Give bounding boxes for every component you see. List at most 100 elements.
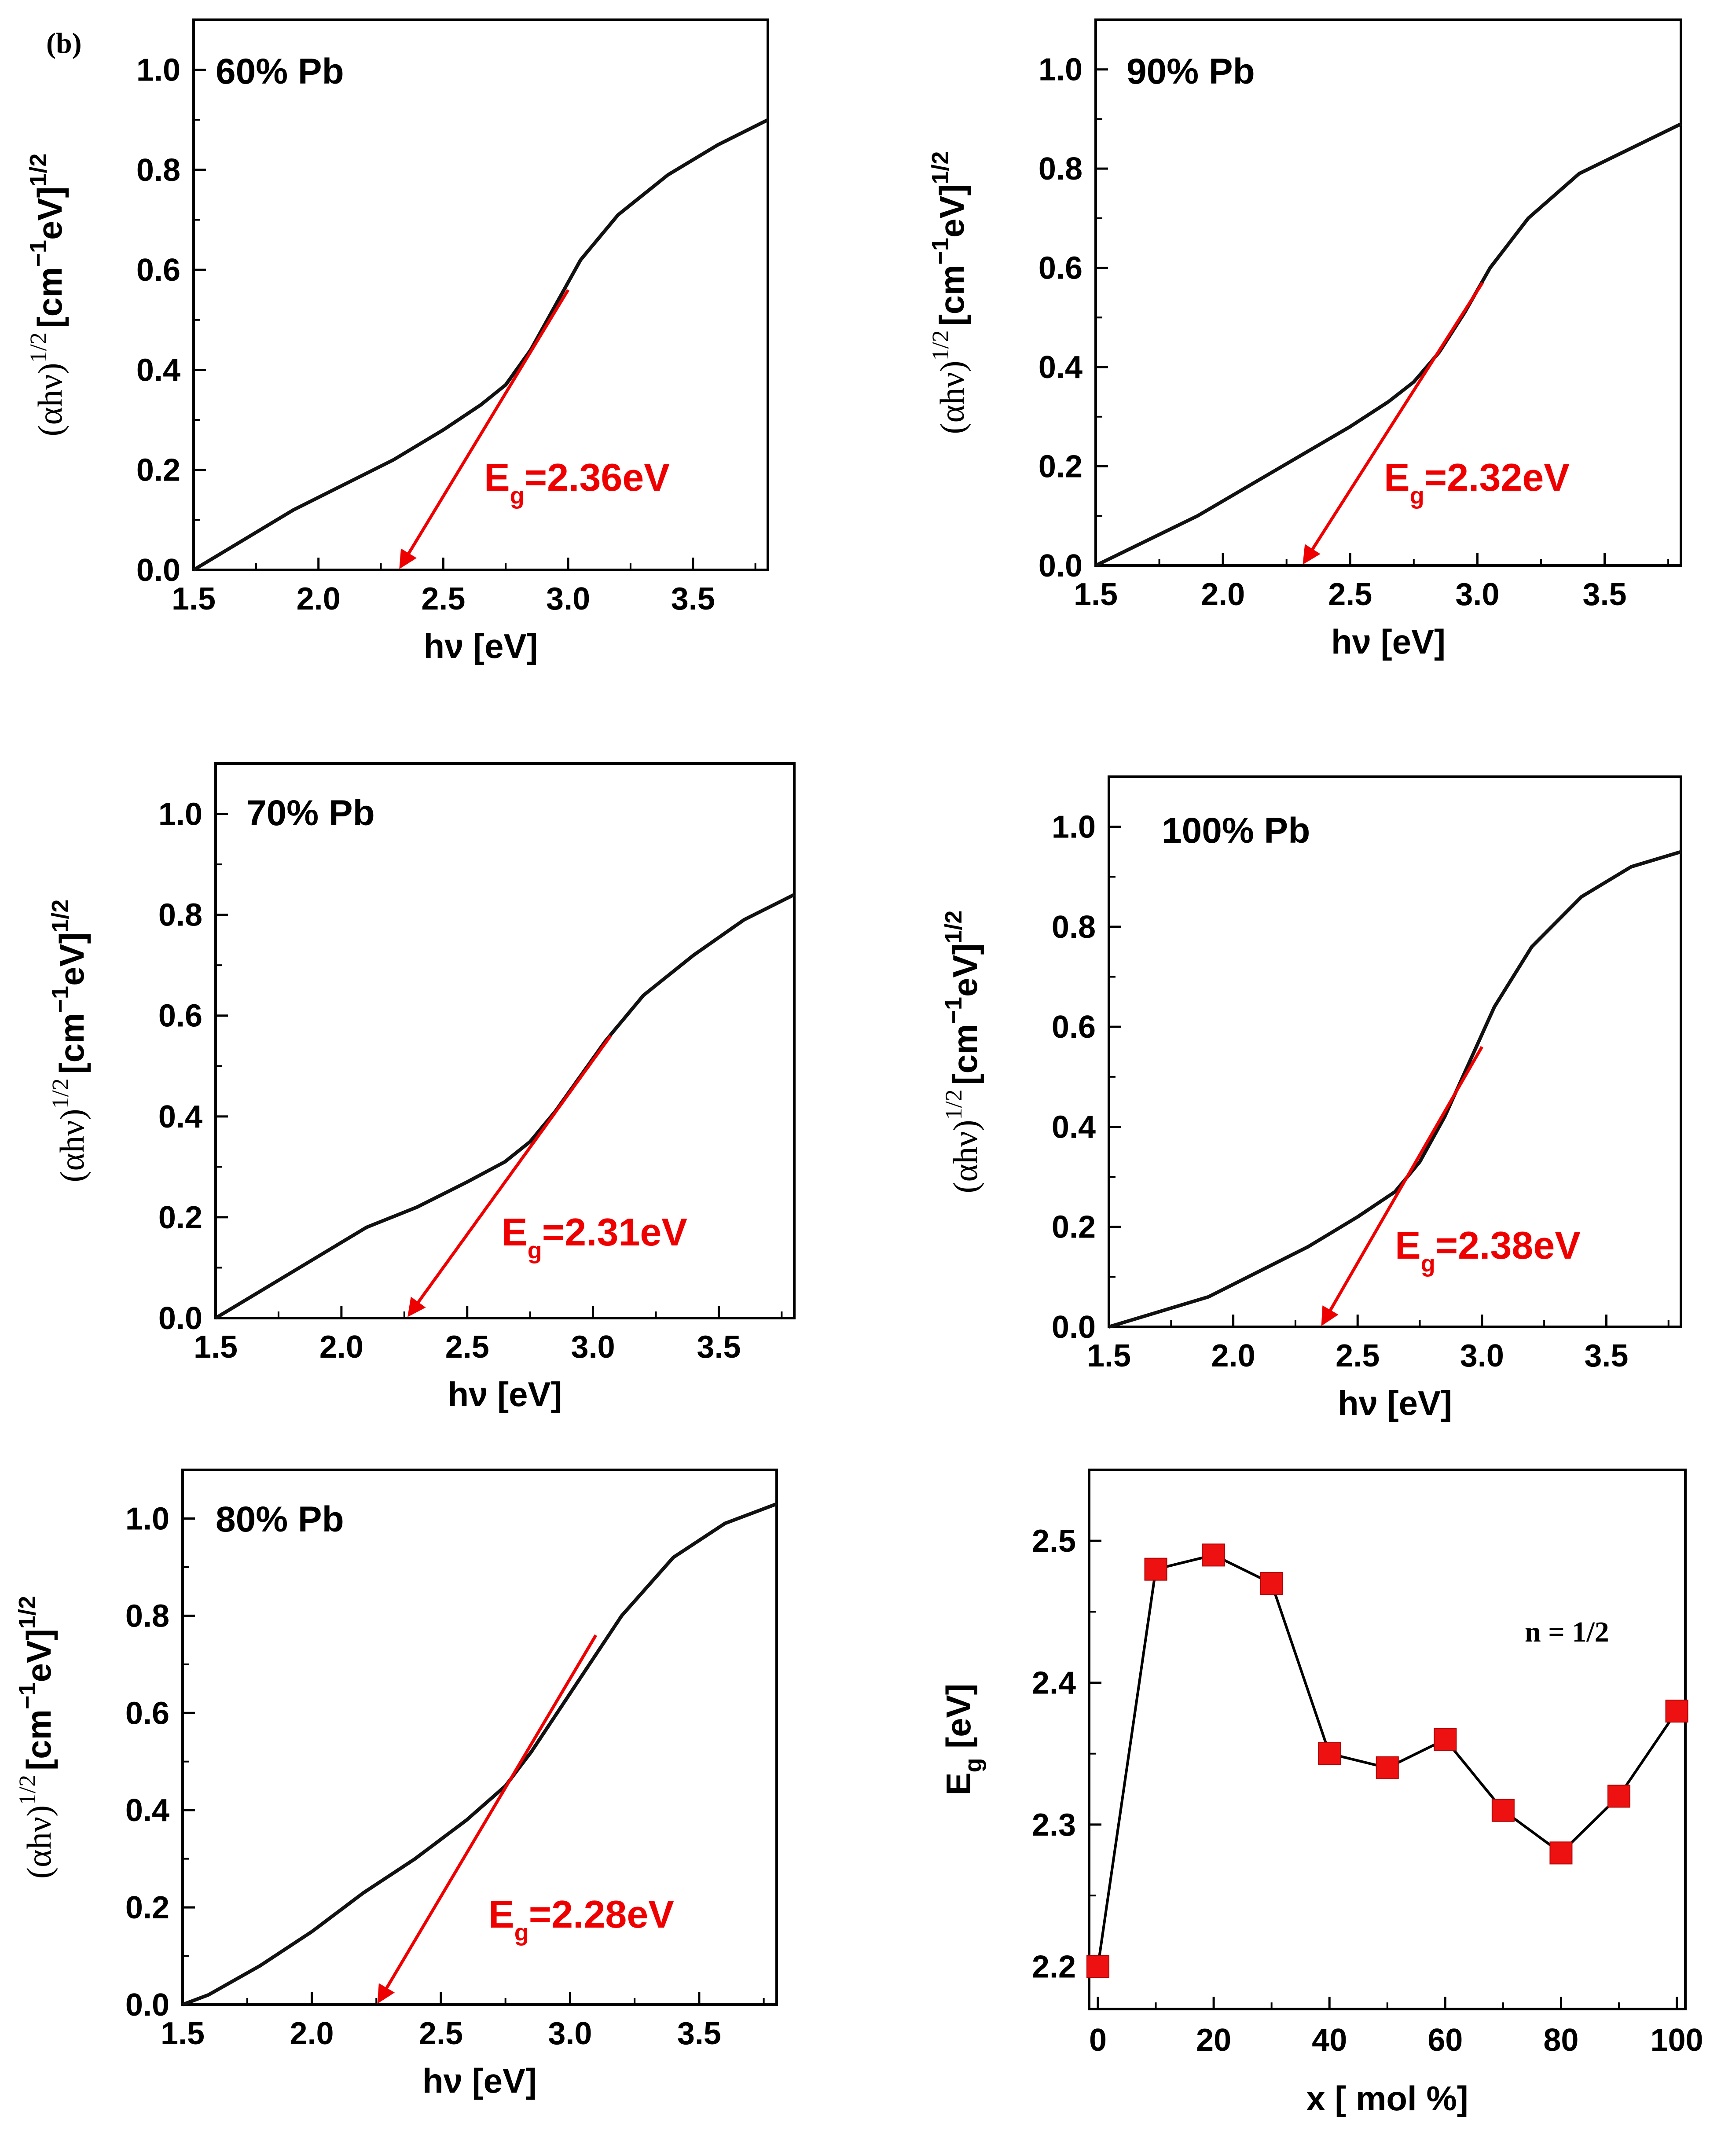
x-tick-label: 3.0: [548, 2016, 592, 2051]
eg-data-point: [1260, 1572, 1283, 1595]
y-tick-label: 0.2: [158, 1200, 202, 1235]
eg-data-point: [1665, 1700, 1688, 1723]
y-tick-label: 0.2: [136, 453, 180, 488]
panel-label: (b): [46, 27, 82, 59]
plot-frame: [1088, 1469, 1687, 2010]
y-tick-label: 2.2: [1032, 1949, 1076, 1984]
y-tick-label: 0.0: [125, 1987, 169, 2023]
y-tick-label: 0.6: [125, 1696, 169, 1731]
bandgap-label: Eg=2.36eV: [484, 455, 670, 509]
y-tick-label: 0.8: [158, 898, 202, 933]
y-axis-label: (αhν)1/2[cm−1eV]1/2: [47, 900, 91, 1183]
plot-frame: [214, 762, 796, 1319]
y-tick-label: 1.0: [1052, 810, 1096, 845]
x-tick-label: 20: [1196, 2023, 1231, 2058]
x-tick-label: 40: [1312, 2023, 1347, 2058]
y-tick-label: 0.6: [136, 253, 180, 288]
x-tick-label: 1.5: [1074, 577, 1118, 612]
y-tick-label: 0.6: [158, 999, 202, 1034]
tauc-fit-line: [377, 1634, 598, 2004]
y-tick-label: 2.4: [1032, 1666, 1076, 1701]
plot-frame: [181, 1469, 778, 2006]
x-tick-label: 100: [1650, 2023, 1703, 2058]
panel-title: 100% Pb: [1162, 811, 1310, 851]
y-tick-label: 2.5: [1032, 1524, 1076, 1559]
y-tick-label: 0.8: [1038, 151, 1083, 187]
eg-data-point: [1376, 1756, 1399, 1779]
x-tick-label: 0: [1089, 2023, 1107, 2058]
y-tick-label: 0.8: [125, 1598, 169, 1634]
x-tick-label: 2.5: [1336, 1338, 1380, 1374]
absorption-curve: [214, 893, 795, 1320]
eg-data-point: [1086, 1955, 1109, 1978]
x-tick-label: 3.0: [546, 581, 590, 617]
eg-data-point: [1491, 1799, 1515, 1822]
y-axis-label: (αhν)1/2[cm−1eV]1/2: [14, 1596, 58, 1879]
plot-frame: [1094, 18, 1682, 567]
panel-eg-vs-x: 0 20 40 60 80 100 2.2 2.3 2.4 2.5 x [ mol %] Eg [eV…: [939, 1469, 1703, 2118]
x-axis-label: hν [eV]: [422, 2061, 537, 2100]
x-axis-label: x [ mol %]: [1306, 2079, 1468, 2118]
bandgap-label: Eg=2.38eV: [1395, 1223, 1581, 1277]
y-tick-label: 0.8: [136, 153, 180, 188]
panel-5: 1.5 2.0 2.5 3.0 3.5 0.0 0.2 0.4 0.6 0.8 1.0 hν [eV]…: [14, 1469, 778, 2100]
x-tick-label: 3.5: [1582, 577, 1626, 612]
y-tick-label: 1.0: [136, 53, 180, 88]
panel-title: 60% Pb: [216, 51, 344, 92]
y-tick-label: 0.4: [136, 353, 180, 388]
panel-title: 80% Pb: [216, 1499, 344, 1539]
absorption-curve: [182, 1502, 778, 2006]
x-tick-label: 2.5: [421, 581, 465, 617]
x-tick-label: 3.5: [671, 581, 715, 617]
x-tick-label: 3.0: [1455, 577, 1499, 612]
y-tick-label: 0.0: [1052, 1310, 1096, 1345]
absorption-curve: [192, 118, 769, 572]
absorption-curve: [1095, 122, 1682, 567]
bandgap-label: Eg=2.32eV: [1384, 455, 1570, 509]
x-tick-label: 2.0: [319, 1330, 363, 1365]
eg-data-point: [1607, 1785, 1630, 1808]
y-tick-label: 0.4: [125, 1793, 169, 1828]
y-tick-label: 0.4: [1052, 1109, 1096, 1145]
y-tick-label: 1.0: [158, 797, 202, 832]
tauc-fit-line: [1303, 282, 1484, 565]
bandgap-label: Eg=2.31eV: [502, 1210, 687, 1264]
tauc-fit-line: [399, 289, 570, 569]
x-tick-label: 1.5: [1087, 1338, 1131, 1374]
absorption-curve: [1108, 850, 1682, 1329]
plot-frame: [192, 18, 769, 571]
n-annotation: n = 1/2: [1525, 1616, 1609, 1648]
x-axis-label: hν [eV]: [448, 1375, 562, 1414]
panel-title: 70% Pb: [246, 793, 375, 833]
x-tick-label: 3.5: [697, 1330, 741, 1365]
x-tick-label: 3.5: [677, 2016, 721, 2051]
y-tick-label: 2.3: [1032, 1807, 1076, 1843]
panel-4: 1.5 2.0 2.5 3.0 3.5 0.0 0.2 0.4 0.6 0.8 1.0 hν [eV]…: [940, 775, 1682, 1422]
y-tick-label: 0.0: [136, 553, 180, 588]
y-tick-label: 0.4: [1038, 350, 1083, 385]
x-tick-label: 3.5: [1584, 1338, 1628, 1374]
plot-frame: [1108, 775, 1682, 1328]
eg-data-point: [1202, 1543, 1226, 1567]
y-axis-label: Eg [eV]: [939, 1683, 987, 1795]
panel-2: 1.5 2.0 2.5 3.0 3.5 0.0 0.2 0.4 0.6 0.8 1.0 hν [eV]…: [927, 18, 1682, 661]
x-tick-label: 3.0: [571, 1330, 615, 1365]
x-tick-label: 1.5: [172, 581, 216, 617]
y-tick-label: 1.0: [1038, 52, 1083, 88]
x-tick-label: 1.5: [194, 1330, 238, 1365]
eg-data-point: [1434, 1728, 1457, 1751]
y-tick-label: 0.0: [1038, 548, 1083, 584]
tauc-fit-line: [1321, 1046, 1483, 1326]
panel-3: 1.5 2.0 2.5 3.0 3.5 0.0 0.2 0.4 0.6 0.8 1.0 hν [eV]…: [47, 762, 796, 1414]
x-tick-label: 2.0: [1211, 1338, 1255, 1374]
x-tick-label: 80: [1543, 2023, 1578, 2058]
y-axis-label: (αhν)1/2[cm−1eV]1/2: [927, 151, 971, 434]
y-axis-label: (αhν)1/2[cm−1eV]1/2: [25, 154, 69, 437]
x-tick-label: 60: [1427, 2023, 1463, 2058]
x-tick-label: 2.5: [1328, 577, 1372, 612]
x-tick-label: 2.0: [297, 581, 341, 617]
x-tick-label: 2.5: [445, 1330, 489, 1365]
eg-data-point: [1549, 1841, 1573, 1865]
y-tick-label: 0.2: [1052, 1210, 1096, 1245]
